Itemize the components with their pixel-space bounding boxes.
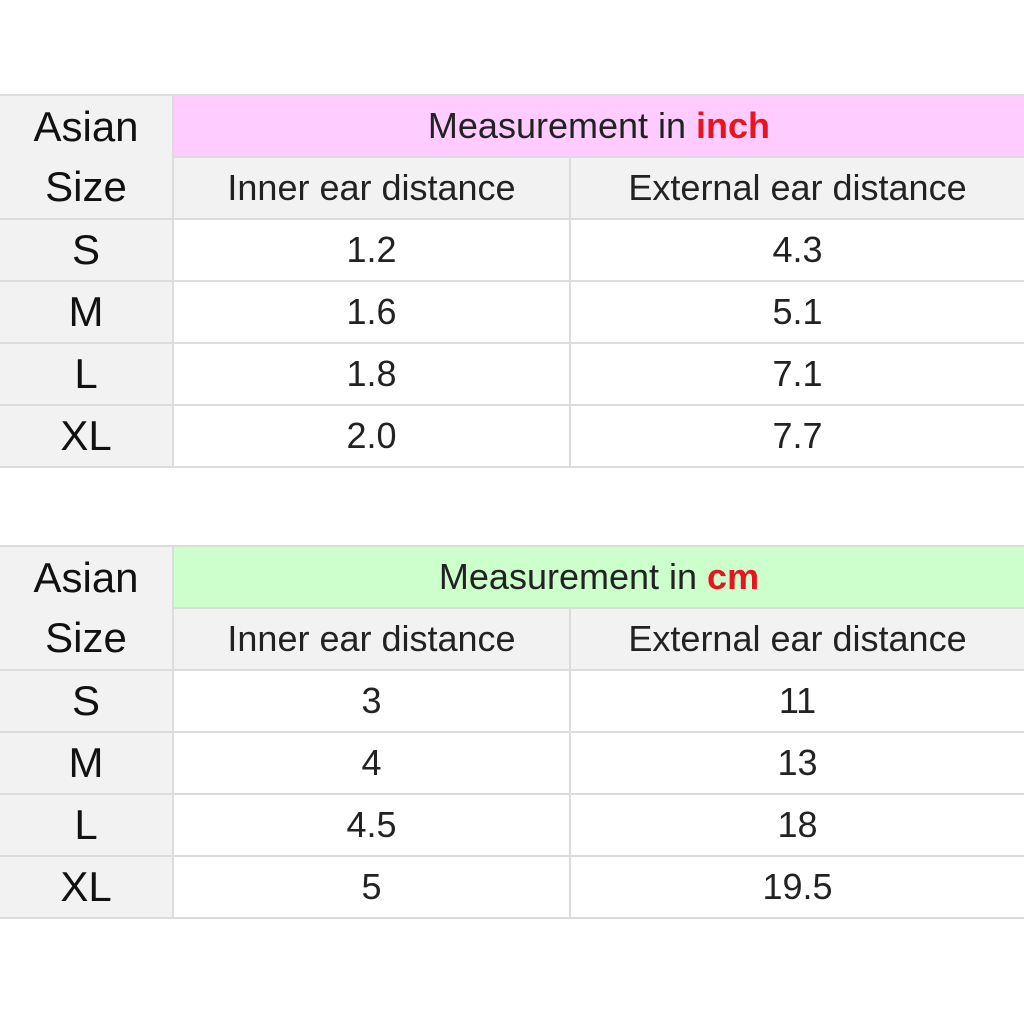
table-row: L 4.5 18 [0,793,1024,857]
inner-ear-value: 5 [172,855,571,919]
measurement-title: Measurement in inch [172,94,1024,158]
column-header-inner: Inner ear distance [173,156,571,220]
external-ear-value: 7.7 [569,404,1024,468]
external-ear-value: 13 [569,731,1024,795]
inner-ear-value: 1.2 [172,218,571,282]
inner-ear-value: 1.6 [172,280,571,344]
unit-label: cm [707,556,760,597]
measurement-title: Measurement in cm [172,545,1024,609]
inner-ear-value: 4.5 [172,793,571,857]
size-cell: S [0,218,174,282]
external-ear-value: 11 [569,669,1024,733]
size-header-line2: Size [45,163,127,210]
size-table-inch: Asian Size Measurement in inch Inner ear… [0,94,1024,468]
size-table-cm: Asian Size Measurement in cm Inner ear d… [0,545,1024,919]
table-row: M 1.6 5.1 [0,280,1024,344]
external-ear-value: 19.5 [569,855,1024,919]
external-ear-value: 18 [569,793,1024,857]
size-cell: L [0,793,174,857]
table-row: S 1.2 4.3 [0,218,1024,282]
external-ear-value: 7.1 [569,342,1024,406]
size-cell: M [0,280,174,344]
column-header-inner: Inner ear distance [173,607,571,671]
table-row: XL 5 19.5 [0,855,1024,919]
size-cell: S [0,669,174,733]
size-cell: XL [0,404,174,468]
column-header-external: External ear distance [569,156,1024,220]
size-header: Asian Size [0,94,174,220]
table-row: M 4 13 [0,731,1024,795]
external-ear-value: 4.3 [569,218,1024,282]
inner-ear-value: 4 [172,731,571,795]
table-row: L 1.8 7.1 [0,342,1024,406]
size-header-line2: Size [45,614,127,661]
inner-ear-value: 2.0 [172,404,571,468]
table-row: XL 2.0 7.7 [0,404,1024,468]
size-cell: XL [0,855,174,919]
inner-ear-value: 3 [172,669,571,733]
size-header: Asian Size [0,545,174,671]
external-ear-value: 5.1 [569,280,1024,344]
table-row: S 3 11 [0,669,1024,733]
title-prefix: Measurement in [438,556,708,597]
unit-label: inch [696,105,771,146]
column-header-external: External ear distance [569,607,1024,671]
inner-ear-value: 1.8 [172,342,571,406]
size-cell: M [0,731,174,795]
size-cell: L [0,342,174,406]
title-prefix: Measurement in [427,105,697,146]
size-header-line1: Asian [33,103,139,150]
size-header-line1: Asian [33,554,139,601]
